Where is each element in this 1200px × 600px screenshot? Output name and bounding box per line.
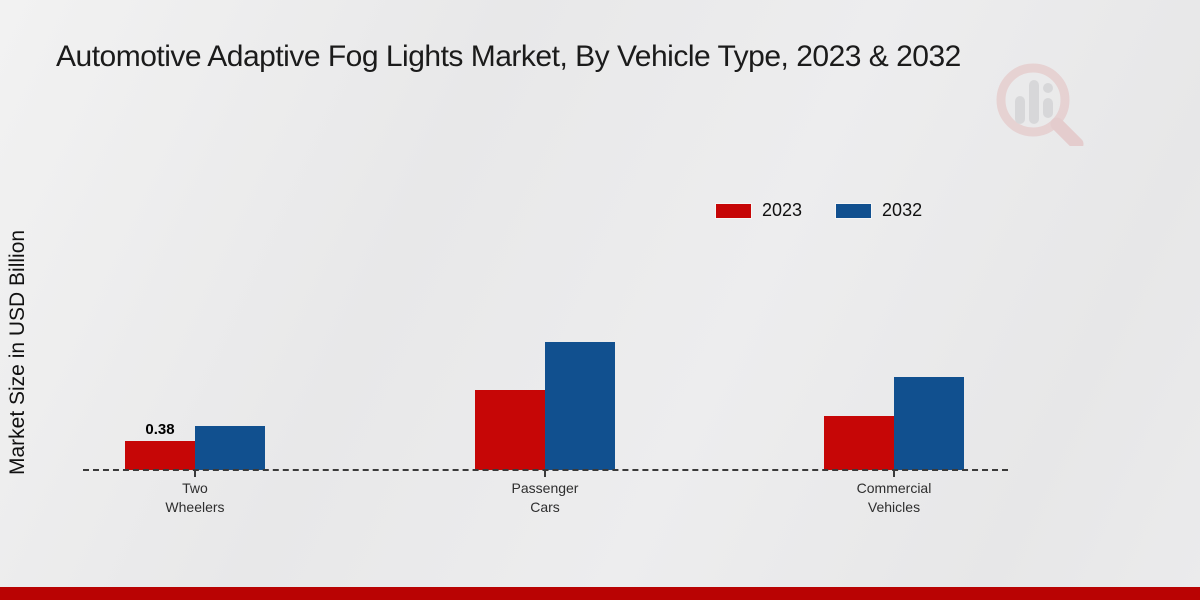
legend-label-2032: 2032	[882, 200, 923, 220]
legend-label-2023: 2023	[762, 200, 803, 220]
market-research-logo-watermark	[996, 63, 1084, 146]
bar-2023-two-wheelers	[125, 441, 195, 470]
data-label-2023-two-wheelers: 0.38	[145, 421, 175, 438]
x-axis-dashed-baseline	[83, 469, 1008, 471]
bar-2023-passenger-cars	[475, 390, 545, 470]
bar-2032-two-wheelers	[195, 426, 265, 470]
category-label-passenger-cars: Passenger Cars	[511, 480, 579, 515]
chart-title: Automotive Adaptive Fog Lights Market, B…	[56, 40, 961, 73]
x-axis-tick-passenger-cars	[544, 471, 546, 477]
x-axis-tick-commercial-vehicles	[893, 471, 895, 477]
x-axis-tick-two-wheelers	[194, 471, 196, 477]
legend-item-2032: 2032	[836, 200, 922, 221]
legend-swatch-2032-icon	[836, 203, 872, 218]
bar-2032-commercial-vehicles	[894, 377, 964, 470]
bar-2032-passenger-cars	[545, 342, 615, 470]
bar-2023-commercial-vehicles	[824, 416, 894, 470]
legend: 2023 2032	[716, 200, 922, 221]
legend-item-2023: 2023	[716, 200, 802, 221]
category-label-commercial-vehicles: Commercial Vehicles	[856, 480, 932, 515]
footer-accent-bar	[0, 587, 1200, 600]
legend-swatch-2023-icon	[716, 203, 751, 218]
category-label-two-wheelers: Two Wheelers	[165, 480, 225, 515]
